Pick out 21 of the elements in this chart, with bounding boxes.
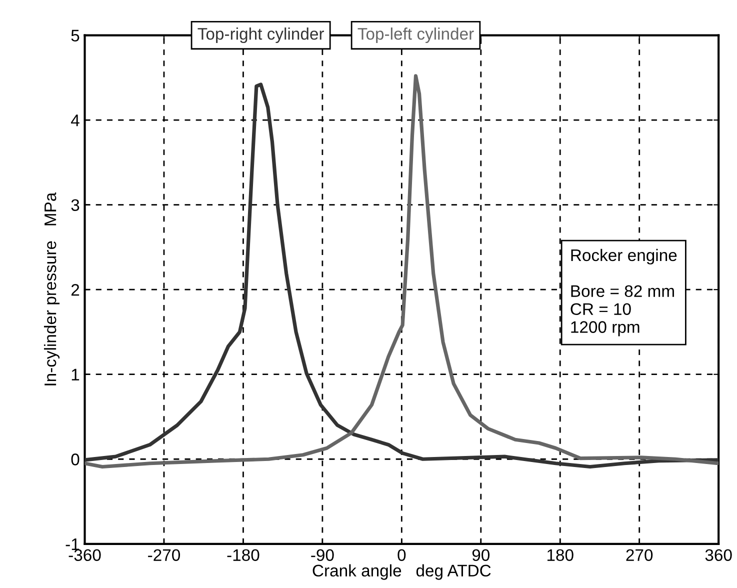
y-tick-label: 5 (71, 30, 80, 42)
y-axis-title: In-cylinder pressure MPa (44, 192, 60, 386)
y-tick-label: 2 (71, 284, 80, 296)
text: Top-right cylinder (198, 28, 324, 44)
x-tick-label: 270 (626, 549, 653, 562)
x-tick-label: -90 (311, 549, 334, 562)
x-tick-label: -180 (227, 549, 260, 562)
x-tick-label: -360 (68, 549, 101, 562)
y-tick-label: 1 (72, 368, 80, 380)
x-tick-label: 0 (398, 549, 406, 562)
y-tick-label: -1 (66, 538, 80, 550)
text: Top-left cylinder (358, 28, 474, 44)
x-tick-label: -270 (148, 549, 180, 562)
y-tick-label: 3 (71, 199, 80, 212)
y-tick-label: 4 (71, 114, 80, 126)
text: Rocker engine Bore = 82 mm CR = 10 1200 rpm (570, 248, 677, 336)
x-tick-label: 360 (705, 549, 732, 562)
x-tick-label: 90 (472, 549, 490, 562)
x-tick-label: 180 (547, 549, 574, 562)
x-axis-title: Crank angle deg ATDC (312, 564, 491, 580)
y-tick-label: 0 (71, 454, 80, 466)
